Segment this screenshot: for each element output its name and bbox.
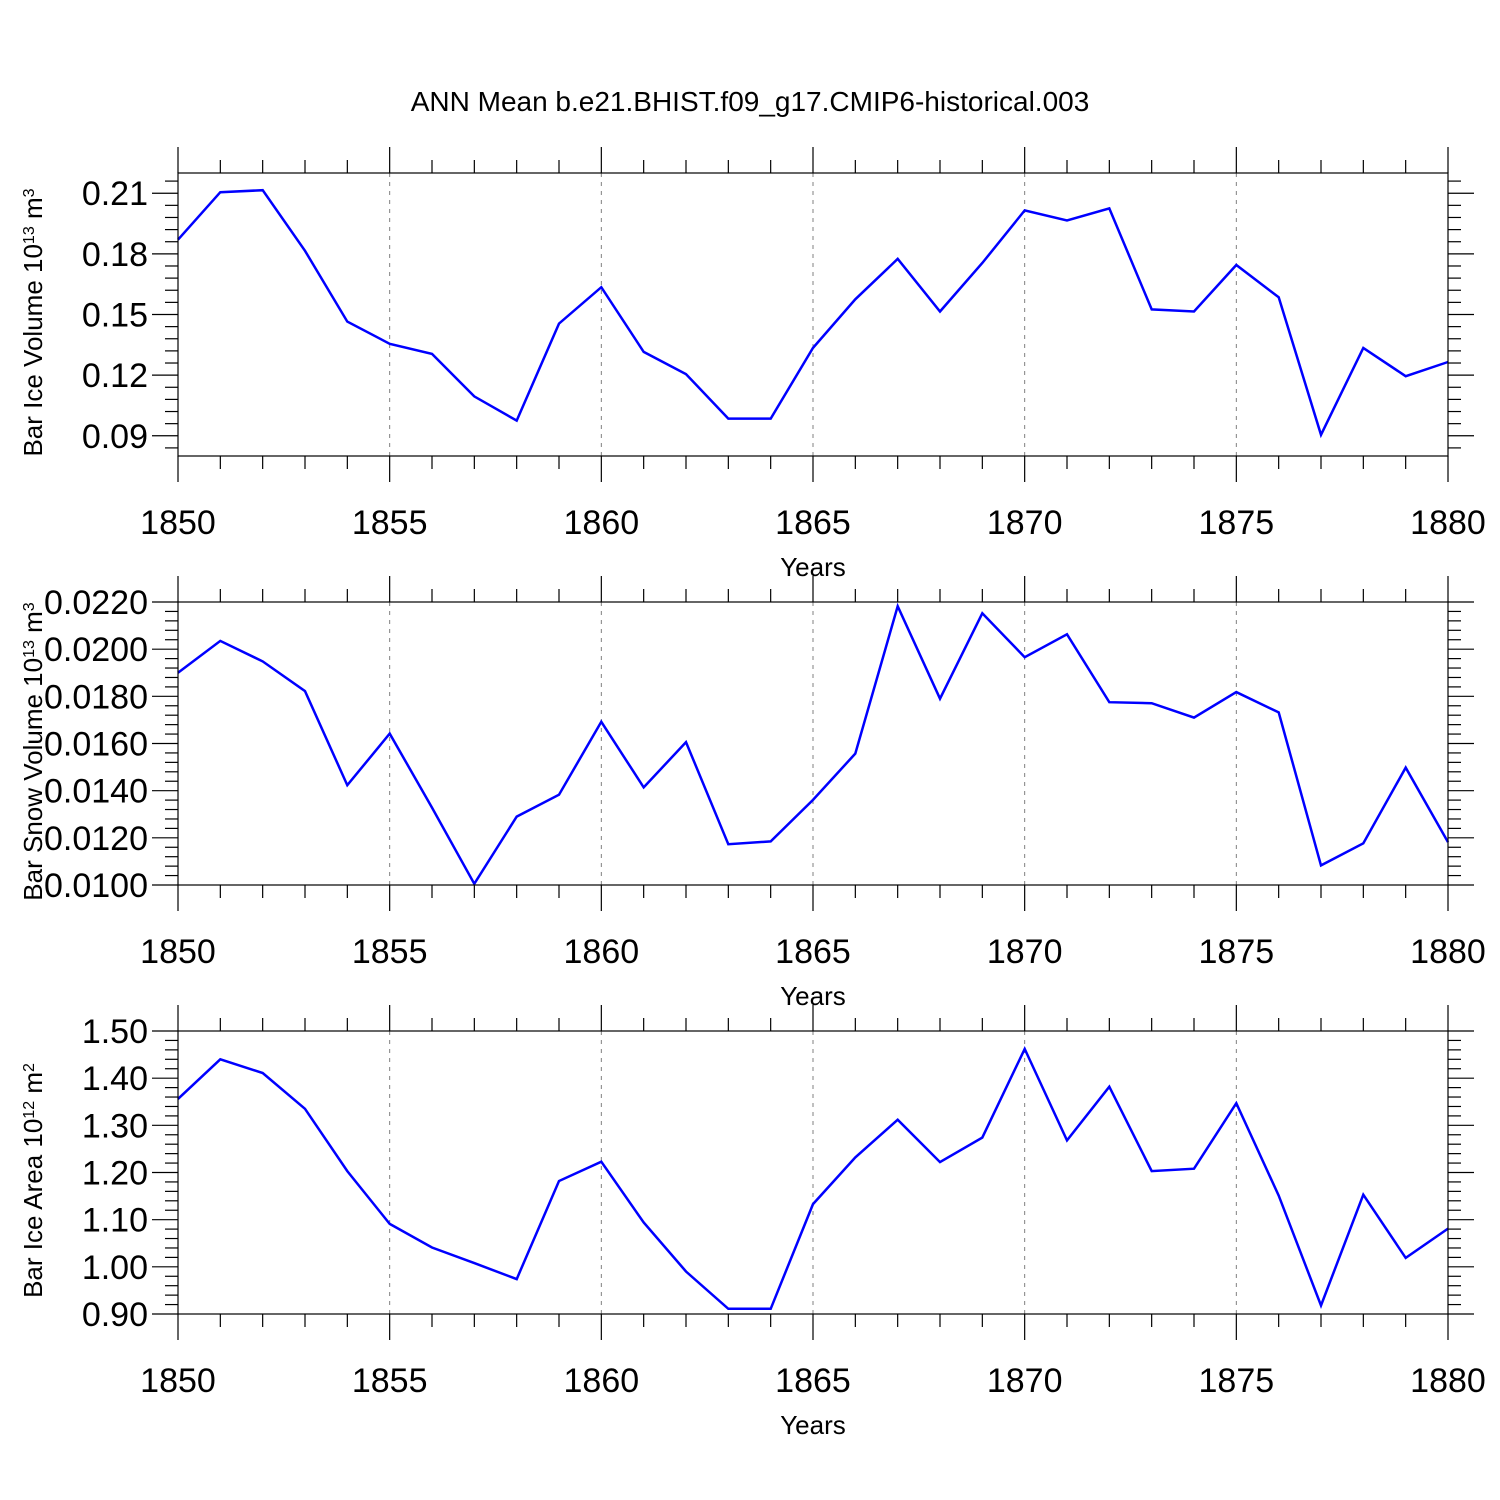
y-tick-label: 0.21 bbox=[82, 175, 148, 213]
y-tick-label: 1.30 bbox=[82, 1107, 148, 1145]
x-tick-label: 1865 bbox=[775, 504, 851, 542]
y-tick-label: 1.40 bbox=[82, 1060, 148, 1098]
y-axis-label: Bar Snow Volume 1013 m3 bbox=[18, 602, 48, 901]
x-tick-label: 1865 bbox=[775, 933, 851, 971]
x-tick-label: 1850 bbox=[140, 933, 216, 971]
x-tick-label: 1855 bbox=[352, 1362, 428, 1400]
panel-ice-area: 1850 1855 1860 1865 1870 1875 1880 0.90 1.00 1.1… bbox=[18, 1005, 1486, 1440]
y-label-unit-exponent: 3 bbox=[21, 188, 38, 197]
x-tick-label: 1880 bbox=[1410, 933, 1486, 971]
x-tick-labels: 1850 1855 1860 1865 1870 1875 1880 bbox=[140, 504, 1486, 542]
plot-frame bbox=[177, 172, 1449, 457]
x-grid-lines bbox=[389, 602, 1237, 885]
y-tick-label: 0.0120 bbox=[44, 820, 148, 858]
x-tick-label: 1860 bbox=[564, 1362, 640, 1400]
y-label-unit: m bbox=[18, 611, 48, 640]
y-label-unit-exponent: 3 bbox=[21, 602, 38, 611]
y-tick-label: 0.90 bbox=[82, 1296, 148, 1334]
plot-frame bbox=[177, 1030, 1449, 1315]
x-tick-label: 1880 bbox=[1410, 504, 1486, 542]
y-label-unit: m bbox=[18, 1072, 48, 1101]
y-label-main: Bar Snow Volume 10 bbox=[18, 658, 48, 901]
x-tick-label: 1880 bbox=[1410, 1362, 1486, 1400]
x-tick-label: 1875 bbox=[1199, 933, 1275, 971]
y-tick-label: 0.0100 bbox=[44, 867, 148, 905]
x-tick-label: 1855 bbox=[352, 504, 428, 542]
panel-snow-volume: 1850 1855 1860 1865 1870 1875 1880 0.0100 0.012… bbox=[18, 576, 1486, 1011]
x-tick-label: 1875 bbox=[1199, 1362, 1275, 1400]
y-tick-label: 1.10 bbox=[82, 1202, 148, 1240]
x-tick-label: 1860 bbox=[564, 933, 640, 971]
y-axis-label: Bar Ice Area 1012 m2 bbox=[18, 1063, 48, 1298]
y-label-unit-exponent: 2 bbox=[21, 1063, 38, 1072]
x-tick-labels: 1850 1855 1860 1865 1870 1875 1880 bbox=[140, 1362, 1486, 1400]
axes-frame bbox=[152, 147, 1474, 482]
y-label-main: Bar Ice Volume 10 bbox=[18, 244, 48, 456]
x-tick-label: 1855 bbox=[352, 933, 428, 971]
y-tick-labels: 0.90 1.00 1.10 1.20 1.30 1.40 1.50 bbox=[82, 1013, 148, 1334]
axes-frame bbox=[152, 576, 1474, 911]
y-tick-label: 0.0180 bbox=[44, 678, 148, 716]
x-tick-label: 1865 bbox=[775, 1362, 851, 1400]
x-tick-label: 1850 bbox=[140, 504, 216, 542]
x-axis-label: Years bbox=[780, 1410, 846, 1440]
panel-ice-volume: 1850 1855 1860 1865 1870 1875 1880 0.09 0.12 0.1… bbox=[18, 147, 1486, 582]
y-label-unit: m bbox=[18, 197, 48, 226]
series-line bbox=[177, 602, 1450, 887]
series-line bbox=[177, 1045, 1449, 1311]
x-grid-lines bbox=[389, 173, 1237, 456]
x-tick-labels: 1850 1855 1860 1865 1870 1875 1880 bbox=[140, 933, 1486, 971]
series-line-layer bbox=[177, 1045, 1449, 1311]
series-line-layer bbox=[177, 602, 1450, 887]
y-tick-label: 0.09 bbox=[82, 418, 148, 456]
y-tick-label: 0.15 bbox=[82, 297, 148, 335]
y-label-exponent: 12 bbox=[21, 1101, 38, 1119]
y-label-exponent: 13 bbox=[21, 640, 38, 658]
x-tick-label: 1870 bbox=[987, 504, 1063, 542]
y-tick-labels: 0.0100 0.0120 0.0140 0.0160 0.0180 0.0200 0.02… bbox=[44, 584, 148, 905]
axes-frame bbox=[152, 1005, 1474, 1340]
y-label-exponent: 13 bbox=[21, 226, 38, 244]
y-tick-label: 0.0160 bbox=[44, 726, 148, 764]
y-label-main: Bar Ice Area 10 bbox=[18, 1119, 48, 1298]
y-tick-label: 0.0140 bbox=[44, 773, 148, 811]
x-tick-label: 1875 bbox=[1199, 504, 1275, 542]
y-tick-labels: 0.09 0.12 0.15 0.18 0.21 bbox=[82, 175, 148, 456]
y-tick-label: 0.18 bbox=[82, 236, 148, 274]
y-tick-label: 1.00 bbox=[82, 1249, 148, 1287]
y-tick-label: 0.0200 bbox=[44, 631, 148, 669]
y-tick-label: 1.20 bbox=[82, 1155, 148, 1193]
series-line bbox=[177, 188, 1449, 439]
y-tick-label: 0.0220 bbox=[44, 584, 148, 622]
series-line-layer bbox=[177, 188, 1449, 439]
x-tick-label: 1870 bbox=[987, 1362, 1063, 1400]
x-tick-label: 1860 bbox=[564, 504, 640, 542]
x-grid-lines bbox=[389, 1031, 1237, 1314]
x-tick-label: 1870 bbox=[987, 933, 1063, 971]
y-axis-label: Bar Ice Volume 1013 m3 bbox=[18, 188, 48, 456]
figure-title: ANN Mean b.e21.BHIST.f09_g17.CMIP6-histo… bbox=[411, 86, 1090, 117]
y-tick-label: 1.50 bbox=[82, 1013, 148, 1051]
x-tick-label: 1850 bbox=[140, 1362, 216, 1400]
y-tick-label: 0.12 bbox=[82, 357, 148, 395]
plot-frame bbox=[177, 601, 1449, 886]
